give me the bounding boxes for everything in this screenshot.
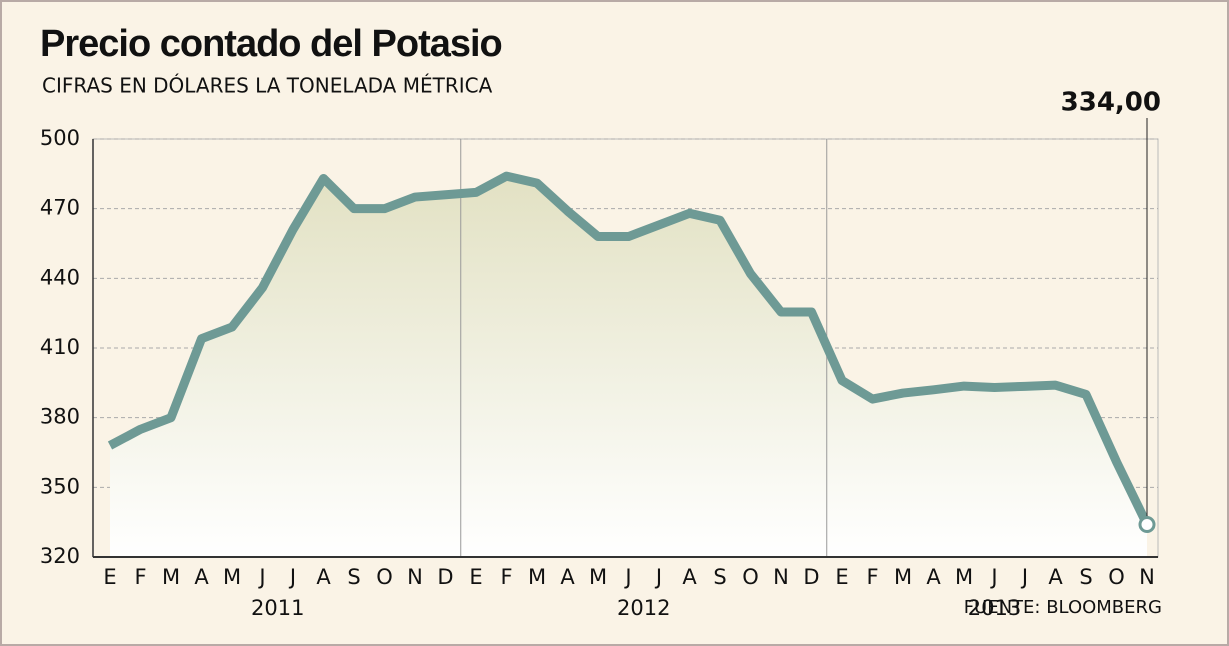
x-tick-label: A (682, 565, 697, 589)
x-tick-label: N (773, 565, 789, 589)
x-tick-label: N (407, 565, 423, 589)
x-tick-label: F (866, 565, 878, 589)
end-point (1138, 515, 1156, 533)
x-tick-label: M (894, 565, 912, 589)
x-tick-label: A (1048, 565, 1063, 589)
source: FUENTE: BLOOMBERG (964, 597, 1162, 618)
y-tick-label: 350 (40, 474, 80, 498)
x-tick-label: M (162, 565, 180, 589)
x-tick-label: M (528, 565, 546, 589)
value-label: 334,00 (1061, 88, 1161, 118)
x-tick-label: E (469, 565, 482, 589)
y-tick-label: 410 (40, 335, 80, 359)
y-tick-label: 470 (40, 196, 80, 220)
x-tick-label: F (134, 565, 146, 589)
x-tick-label: D (803, 565, 819, 589)
x-tick-label: J (623, 565, 631, 589)
x-tick-label: D (437, 565, 453, 589)
x-tick-label: A (316, 565, 331, 589)
x-tick-label: J (288, 565, 296, 589)
x-tick-label: M (589, 565, 607, 589)
year-label: 2012 (617, 596, 670, 620)
x-tick-label: F (500, 565, 512, 589)
x-tick-label: J (1020, 565, 1028, 589)
x-tick-label: A (926, 565, 941, 589)
x-tick-label: S (347, 565, 360, 589)
x-tick-label: N (1139, 565, 1155, 589)
x-tick-label: A (560, 565, 575, 589)
x-tick-label: O (1108, 565, 1125, 589)
year-label: 2011 (251, 596, 304, 620)
y-tick-label: 500 (40, 126, 80, 150)
x-tick-label: A (194, 565, 209, 589)
area (110, 176, 1147, 557)
x-tick-label: J (989, 565, 997, 589)
y-tick-label: 320 (40, 544, 80, 568)
y-tick-label: 440 (40, 265, 80, 289)
x-tick-label: E (103, 565, 116, 589)
x-tick-label: E (835, 565, 848, 589)
chart-title: Precio contado del Potasio (40, 23, 502, 65)
x-tick-label: O (376, 565, 393, 589)
chart-subtitle: CIFRAS EN DÓLARES LA TONELADA MÉTRICA (42, 74, 493, 98)
x-tick-label: J (257, 565, 265, 589)
x-tick-label: S (1079, 565, 1092, 589)
x-tick-label: S (713, 565, 726, 589)
x-tick-label: J (654, 565, 662, 589)
y-tick-label: 380 (40, 405, 80, 429)
line (107, 171, 1152, 527)
x-tick-label: O (742, 565, 759, 589)
year-label: 2013 (968, 596, 1021, 620)
x-tick-label: M (223, 565, 241, 589)
x-tick-label: M (955, 565, 973, 589)
